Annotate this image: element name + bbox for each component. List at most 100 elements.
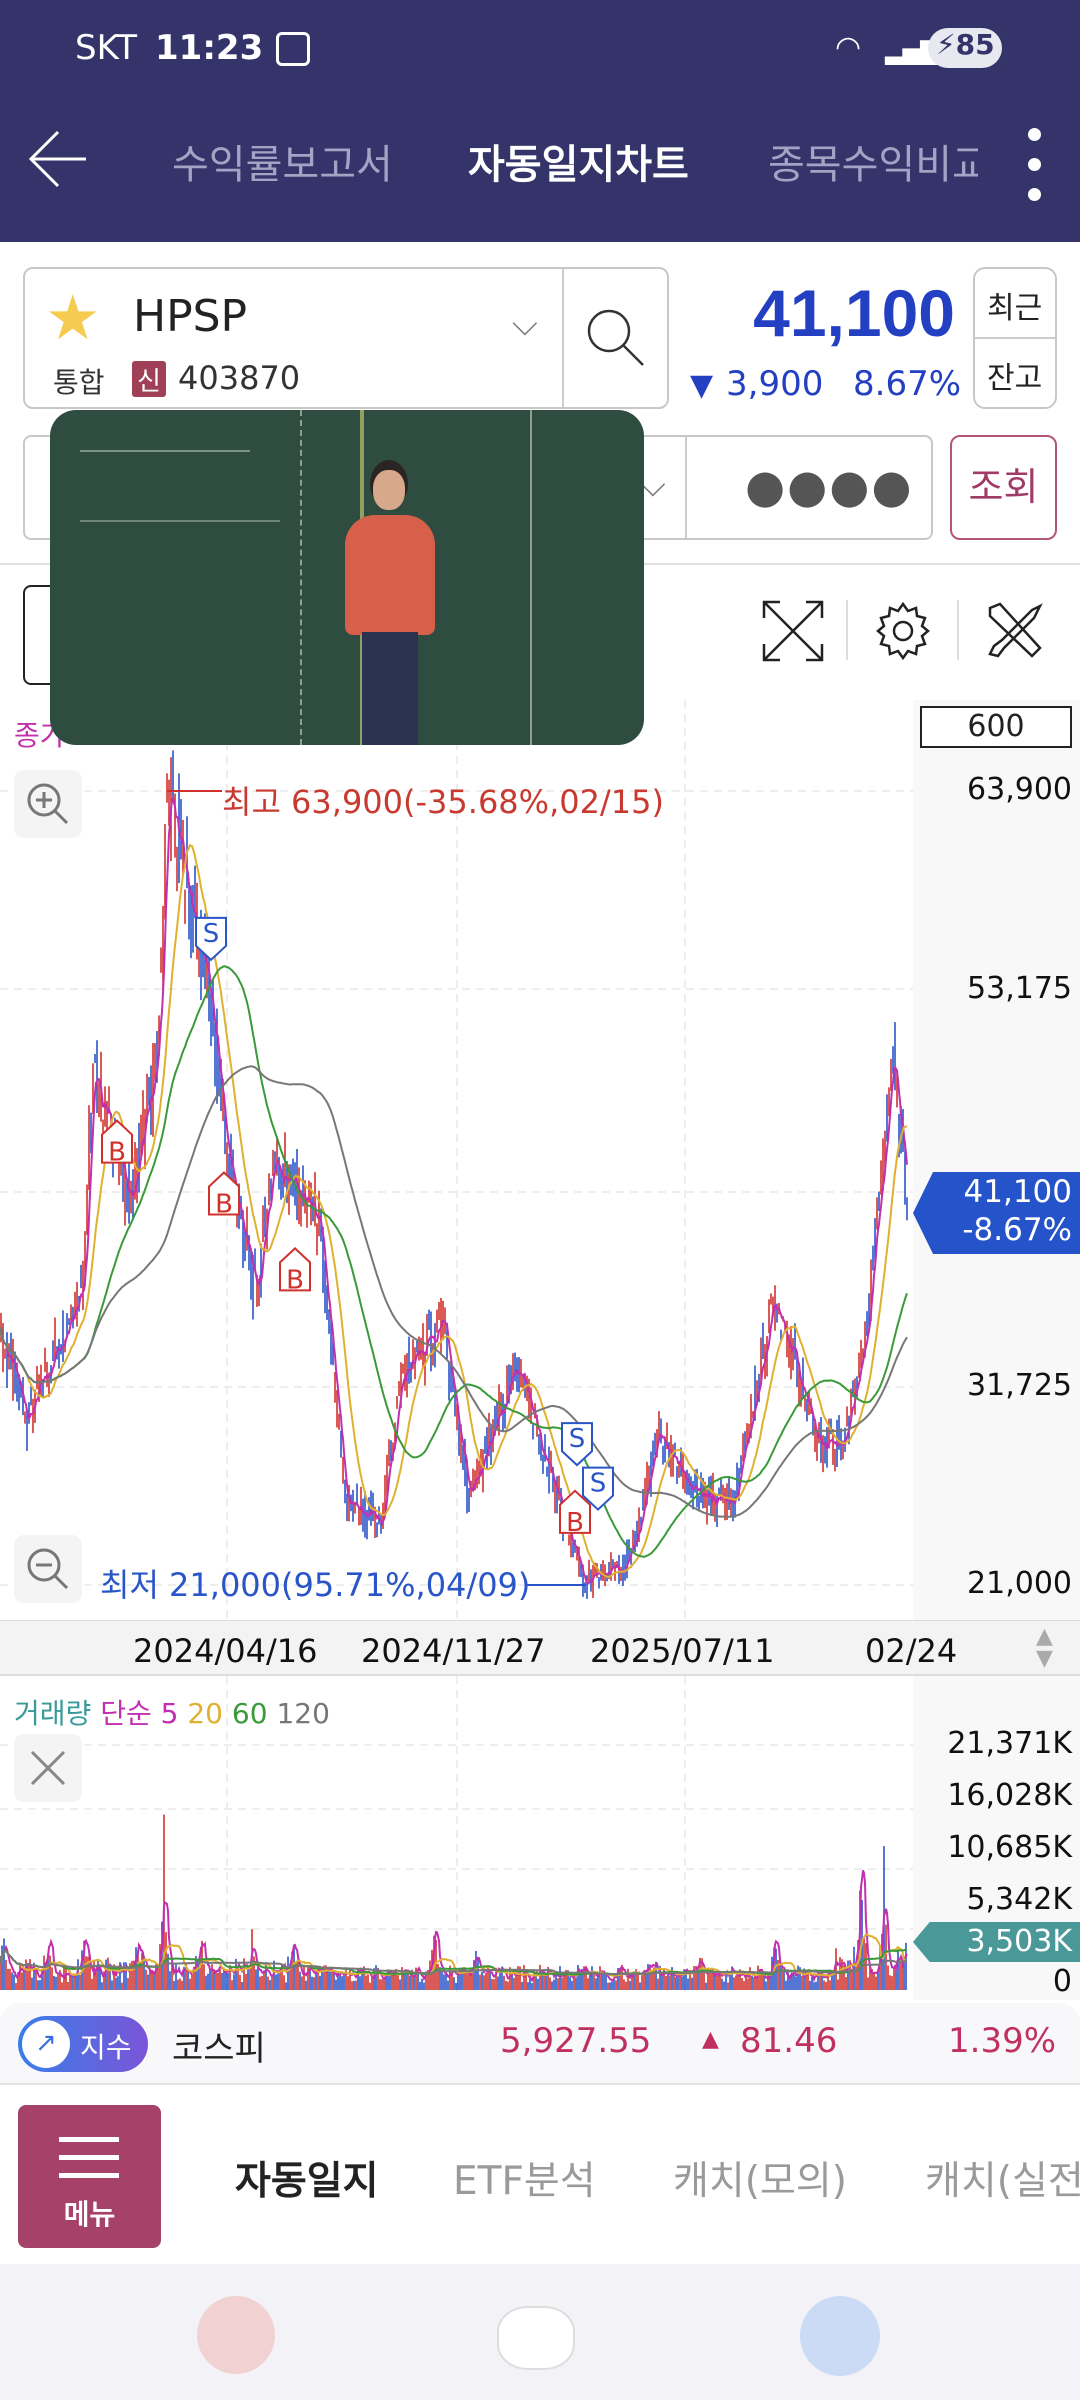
signal-label: S	[203, 919, 220, 949]
signal-shape	[582, 1466, 614, 1511]
axis-panel	[913, 700, 1080, 2000]
index-badge-label: 지수	[80, 2031, 132, 2064]
volume-tick: 21,371K	[947, 1726, 1072, 1761]
recent-button[interactable]: 최근	[987, 291, 1043, 326]
tab-stock-return-compare[interactable]: 종목수익비교	[768, 142, 978, 188]
volume-tick: 5,342K	[966, 1882, 1072, 1917]
price-tick: 31,725	[967, 1368, 1072, 1403]
zoom-out-button[interactable]	[14, 1535, 82, 1603]
tools-icon[interactable]	[984, 600, 1046, 662]
nav-tab-auto-journal[interactable]: 자동일지	[235, 2159, 379, 2204]
volume-chart[interactable]	[0, 1676, 1080, 2001]
battery-level: 85	[955, 28, 995, 61]
volume-tick: 10,685K	[947, 1830, 1072, 1865]
rose-icon[interactable]	[197, 2296, 275, 2374]
ma20-line	[0, 843, 908, 1578]
tab-auto-journal-chart[interactable]: 자동일지차트	[468, 142, 689, 188]
stock-code: 403870	[178, 359, 301, 397]
close-icon	[30, 1750, 66, 1786]
stock-name: HPSP	[133, 291, 248, 342]
scroll-updown-icon[interactable]: ▲ ▼	[1036, 1624, 1053, 1671]
carrier: SKT	[75, 28, 138, 68]
sell-signal-marker: S	[195, 916, 227, 962]
volume-ma20-line	[0, 1933, 908, 1978]
price-tick: 63,900	[967, 772, 1072, 807]
nav-tab-etf-analysis[interactable]: ETF분석	[453, 2159, 596, 2204]
current-price: 41,100	[753, 276, 955, 350]
signal-label: S	[590, 1469, 607, 1499]
volume-tag-value: 3,503K	[966, 1924, 1072, 1959]
date-tick: 2024/11/27	[361, 1632, 546, 1670]
ma5-line	[0, 796, 908, 1585]
close-volume-button[interactable]	[14, 1734, 82, 1802]
buy-signal-marker: B	[279, 1246, 311, 1295]
volume-legend-type: 단순	[100, 1697, 152, 1730]
legend-ma20: 20	[187, 1697, 223, 1730]
signal-label: B	[108, 1138, 126, 1168]
high-annotation: 최고 63,900(-35.68%,02/15)	[222, 783, 664, 821]
password-field[interactable]: ●●●●	[745, 459, 914, 513]
date-tick: 2025/07/11	[590, 1632, 775, 1670]
zoom-out-icon	[27, 1548, 69, 1590]
sell-signal-marker: S	[582, 1466, 614, 1511]
date-tick: 02/24	[865, 1632, 958, 1670]
search-icon[interactable]	[585, 307, 647, 369]
signal-label: S	[569, 1424, 586, 1454]
signal-shape	[101, 1119, 133, 1164]
price-tag-pct: -8.67%	[962, 1212, 1072, 1248]
signal-label: B	[566, 1508, 584, 1538]
market-label: 통합	[53, 366, 105, 399]
nav-tab-catch-mock[interactable]: 캐치(모의)	[673, 2159, 847, 2204]
system-nav-bar	[0, 2264, 1080, 2400]
video-overlay-pip[interactable]	[50, 410, 644, 745]
signal-shape	[195, 916, 227, 962]
buy-signal-marker: B	[559, 1489, 591, 1538]
signal-shape	[208, 1171, 240, 1216]
current-price-tag: 41,100 -8.67%	[913, 1172, 1080, 1254]
date-tick: 2024/04/16	[133, 1632, 318, 1670]
index-change-pct: 1.39%	[948, 2021, 1057, 2061]
query-button[interactable]: 조회	[950, 435, 1057, 540]
volume-legend-title: 거래량	[14, 1697, 92, 1730]
price-tag-value: 41,100	[963, 1174, 1072, 1210]
chevron-down-icon[interactable]: ⌵	[512, 304, 538, 344]
settings-gear-icon[interactable]	[872, 600, 934, 662]
signal-label: B	[215, 1189, 233, 1219]
back-arrow-icon[interactable]	[28, 130, 90, 188]
sell-signal-marker: S	[561, 1422, 593, 1467]
period-count-input[interactable]: 600	[920, 706, 1072, 748]
favorite-star-icon[interactable]: ★	[45, 281, 101, 354]
date-axis	[0, 1620, 1080, 1676]
buy-signal-marker: B	[101, 1119, 133, 1168]
stock-selector[interactable]: ★ HPSP ⌵ 통합 신 403870	[23, 267, 669, 409]
legend-ma120: 120	[276, 1697, 330, 1730]
index-change: 81.46	[740, 2021, 838, 2061]
balance-button[interactable]: 잔고	[987, 361, 1043, 396]
menu-button[interactable]: 메뉴	[18, 2105, 161, 2248]
trend-up-icon: ↗	[22, 2020, 70, 2068]
puppy-icon[interactable]	[497, 2306, 575, 2370]
battery-indicator: ⚡85	[928, 28, 1002, 68]
low-annotation: 최저 21,000(95.71%,04/09)	[100, 1566, 531, 1604]
screenshot-icon	[276, 32, 310, 66]
recent-balance-group: 최근 잔고	[973, 267, 1057, 409]
zoom-in-button[interactable]	[14, 770, 82, 838]
app-header: SKT 11:23 ◠ ▂▄▆ ⚡85 수익률보고서 자동일지차트 종목수익비교	[0, 0, 1080, 242]
volume-tick: 16,028K	[947, 1778, 1072, 1813]
signal-shape	[561, 1422, 593, 1467]
fullscreen-icon[interactable]	[762, 600, 824, 662]
flower-icon[interactable]	[800, 2296, 880, 2376]
index-badge[interactable]: ↗ 지수	[18, 2016, 148, 2072]
more-menu-icon[interactable]	[1028, 128, 1044, 201]
signal-shape	[559, 1489, 591, 1534]
change-down-icon: ▼	[690, 368, 714, 403]
price-tick: 53,175	[967, 971, 1072, 1006]
account-chevron-icon[interactable]: ⌵	[640, 465, 666, 505]
index-name: 코스피	[172, 2029, 266, 2069]
volume-legend: 거래량 단순 5 20 60 120	[14, 1692, 330, 1732]
tab-return-report[interactable]: 수익률보고서	[172, 142, 393, 188]
nav-tab-catch-real[interactable]: 캐치(실전)	[925, 2159, 1080, 2204]
change-up-icon: ▲	[702, 2027, 719, 2052]
index-ticker[interactable]: ↗ 지수 코스피 5,927.55 ▲ 81.46 1.39%	[0, 2003, 1080, 2085]
